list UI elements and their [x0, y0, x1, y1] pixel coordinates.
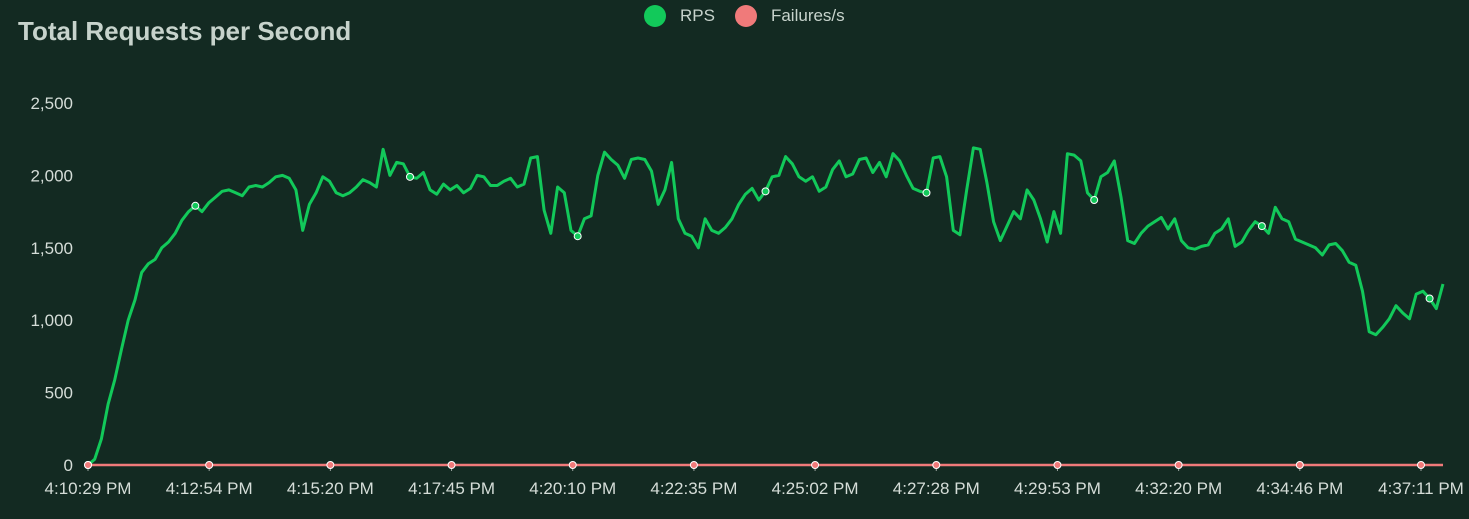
x-tick-label: 4:10:29 PM — [45, 479, 132, 498]
failures-point — [932, 461, 941, 469]
y-tick-label: 0 — [64, 456, 73, 475]
failures-point — [568, 461, 577, 469]
rps-point — [1257, 222, 1266, 231]
x-tick-label: 4:27:28 PM — [893, 479, 980, 498]
rps-point — [1090, 196, 1099, 205]
x-tick-label: 4:20:10 PM — [529, 479, 616, 498]
failures-point — [205, 461, 214, 469]
x-tick-label: 4:25:02 PM — [772, 479, 859, 498]
x-tick-label: 4:12:54 PM — [166, 479, 253, 498]
y-tick-label: 2,000 — [30, 166, 73, 185]
x-tick-label: 4:15:20 PM — [287, 479, 374, 498]
failures-point — [811, 461, 820, 469]
x-tick-label: 4:29:53 PM — [1014, 479, 1101, 498]
failures-point — [326, 461, 335, 469]
legend: RPS Failures/s — [644, 5, 865, 27]
rps-point — [405, 172, 414, 181]
legend-label-rps: RPS — [680, 6, 715, 25]
legend-label-failures: Failures/s — [770, 6, 845, 25]
rps-series-line — [87, 146, 1445, 467]
legend-item-rps[interactable]: RPS — [644, 5, 715, 27]
x-tick-label: 4:34:46 PM — [1256, 479, 1343, 498]
y-tick-label: 500 — [45, 384, 73, 403]
legend-item-failures[interactable]: Failures/s — [734, 5, 845, 27]
legend-swatch-rps — [644, 5, 666, 27]
x-tick-label: 4:37:11 PM — [1378, 479, 1464, 498]
rps-point — [573, 232, 582, 241]
rps-point — [761, 187, 770, 196]
failures-point — [1295, 461, 1304, 469]
failures-point — [1174, 461, 1183, 469]
failures-point — [1053, 461, 1062, 469]
legend-swatch-failures — [734, 5, 757, 27]
rps-point — [922, 188, 931, 197]
y-tick-label: 1,500 — [30, 239, 73, 258]
x-tick-label: 4:32:20 PM — [1135, 479, 1222, 498]
failures-point — [84, 461, 92, 469]
failures-point — [1417, 461, 1425, 469]
y-tick-label: 1,000 — [30, 311, 73, 330]
chart-title: Total Requests per Second — [18, 16, 352, 46]
y-tick-label: 2,500 — [30, 94, 73, 113]
x-tick-label: 4:22:35 PM — [650, 479, 737, 498]
failures-point — [689, 461, 698, 469]
rps-point — [191, 201, 200, 210]
x-tick-label: 4:17:45 PM — [408, 479, 495, 498]
failures-point — [447, 461, 456, 469]
rps-point — [1425, 294, 1434, 303]
